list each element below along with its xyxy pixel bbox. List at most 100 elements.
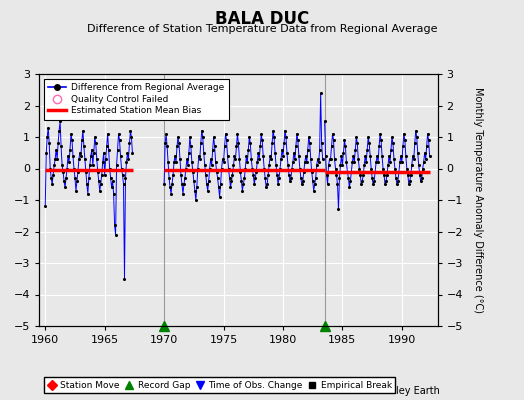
Point (424, 137, 433, 143)
Point (348, 159, 356, 166)
Point (378, 153, 386, 159)
Point (206, 156, 215, 162)
Point (352, 134, 361, 140)
Point (41, 203, 49, 210)
Point (316, 90, 325, 96)
Point (52, 146, 60, 153)
Point (386, 159, 394, 166)
Point (261, 175, 269, 181)
Point (252, 168, 260, 175)
Point (205, 165, 214, 172)
Point (184, 150, 193, 156)
Point (276, 165, 284, 172)
Point (204, 178, 213, 184)
Point (191, 187, 199, 194)
Point (361, 153, 369, 159)
Point (201, 162, 209, 168)
Point (298, 181, 306, 188)
Point (269, 128, 277, 134)
Point (400, 131, 408, 137)
Text: Difference of Station Temperature Data from Regional Average: Difference of Station Temperature Data f… (87, 24, 437, 34)
Point (266, 153, 275, 159)
Point (88, 146, 96, 153)
Point (110, 190, 118, 197)
Point (403, 172, 412, 178)
Point (270, 134, 278, 140)
Point (291, 156, 299, 162)
Point (318, 140, 326, 146)
Point (243, 159, 252, 166)
Point (224, 165, 233, 172)
Point (297, 175, 305, 181)
Point (331, 165, 340, 172)
Point (392, 175, 400, 181)
Point (79, 128, 87, 134)
Point (335, 175, 344, 181)
Point (77, 153, 85, 159)
Point (213, 175, 222, 181)
Point (271, 150, 279, 156)
Point (312, 162, 321, 168)
Point (294, 153, 303, 159)
Point (84, 190, 92, 197)
Point (230, 153, 238, 159)
Point (107, 184, 116, 191)
Point (326, 156, 335, 162)
Point (275, 175, 283, 181)
Point (85, 175, 93, 181)
Point (334, 206, 343, 213)
Point (72, 187, 80, 194)
Point (379, 165, 387, 172)
Point (170, 159, 178, 166)
Point (241, 165, 249, 172)
Point (113, 146, 122, 153)
Point (405, 181, 413, 188)
Legend: Station Move, Record Gap, Time of Obs. Change, Empirical Break: Station Move, Record Gap, Time of Obs. C… (44, 377, 395, 394)
Point (420, 150, 429, 156)
Point (212, 159, 220, 166)
Point (106, 175, 115, 181)
Point (47, 175, 56, 181)
Point (128, 150, 137, 156)
Point (385, 153, 393, 159)
Point (308, 168, 316, 175)
Point (238, 187, 247, 194)
Point (203, 187, 212, 194)
Point (83, 181, 91, 188)
Point (96, 181, 105, 188)
Point (340, 137, 348, 143)
Point (101, 172, 109, 178)
Point (54, 140, 62, 146)
Point (407, 172, 415, 178)
Point (375, 143, 383, 150)
Point (337, 153, 346, 159)
Point (346, 178, 355, 184)
Point (347, 168, 356, 175)
Point (301, 159, 309, 166)
Point (384, 162, 392, 168)
Point (322, 172, 331, 178)
Point (200, 150, 208, 156)
Point (392, 181, 401, 188)
Point (50, 162, 58, 168)
Point (64, 153, 72, 159)
Point (71, 175, 79, 181)
Point (169, 172, 177, 178)
Point (391, 165, 399, 172)
Point (389, 140, 397, 146)
Point (118, 172, 127, 178)
Point (253, 159, 261, 166)
Point (209, 146, 217, 153)
Point (422, 143, 431, 150)
Point (418, 175, 426, 181)
Point (401, 137, 409, 143)
Point (395, 168, 403, 175)
Point (221, 131, 230, 137)
Point (376, 131, 384, 137)
Point (356, 172, 365, 178)
Point (349, 153, 357, 159)
Point (310, 187, 318, 194)
Point (82, 168, 90, 175)
Point (396, 159, 404, 166)
Point (115, 137, 124, 143)
